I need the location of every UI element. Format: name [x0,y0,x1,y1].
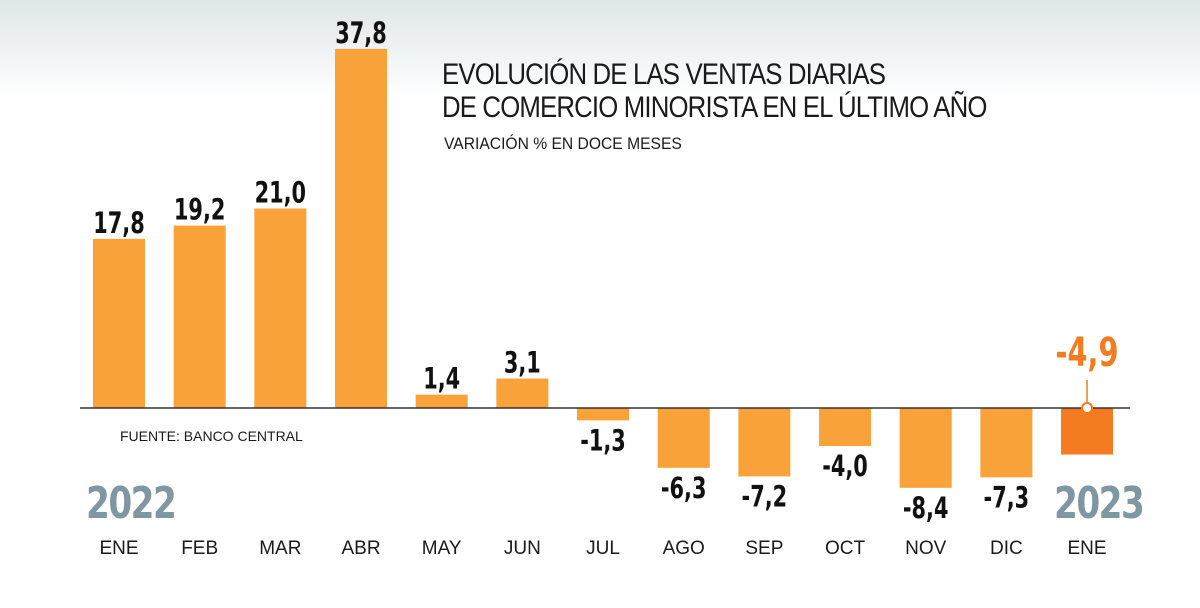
bar-10 [819,408,872,446]
data-label-11: -8,4 [903,491,949,524]
data-label-7: -1,3 [580,424,626,457]
data-label-1: 17,8 [93,207,144,240]
data-label-10: -4,0 [822,450,868,483]
data-label-6: 3,1 [504,346,541,379]
year-label-end: 2023 [1054,478,1145,529]
bar-5 [415,394,468,408]
x-tick-label-2: FEB [181,538,218,559]
bar-6 [496,378,549,408]
data-label-2: 19,2 [174,193,225,226]
x-tick-label-13: ENE [1068,538,1107,559]
highlight-marker [1081,402,1094,414]
data-label-8: -6,3 [661,471,707,504]
bar-7 [577,408,630,421]
data-label-5: 1,4 [423,362,460,395]
bar-3 [254,208,307,408]
x-tick-label-11: NOV [905,538,947,559]
chart-subtitle: VARIACIÓN % EN DOCE MESES [444,134,682,153]
bar-8 [657,408,710,468]
bar-4 [335,48,388,409]
bar-11 [899,408,952,488]
x-tick-label-3: MAR [259,538,301,559]
bar-13 [1061,408,1114,455]
x-tick-label-7: JUL [586,538,620,559]
year-label-start: 2022 [86,478,177,529]
x-tick-label-5: MAY [422,538,462,559]
x-tick-label-4: ABR [341,538,380,559]
data-label-3: 21,0 [255,176,306,209]
x-tick-label-10: OCT [825,538,866,559]
x-tick-label-6: JUN [504,538,541,559]
chart-title-line-2: DE COMERCIO MINORISTA EN EL ÚLTIMO AÑO [442,91,987,124]
data-label-4: 37,8 [335,17,386,50]
bar-1 [93,238,145,408]
data-label-13: -4,9 [1056,330,1119,376]
data-label-12: -7,3 [984,481,1030,514]
source-note: FUENTE: BANCO CENTRAL [120,428,303,444]
chart-title-line-1: EVOLUCIÓN DE LAS VENTAS DIARIAS [442,58,886,91]
x-tick-label-1: ENE [99,538,138,559]
chart-title: EVOLUCIÓN DE LAS VENTAS DIARIAS DE COMER… [442,58,1075,124]
bar-2 [173,225,226,408]
bar-9 [738,408,791,477]
data-label-9: -7,2 [742,480,788,513]
bar-12 [980,408,1033,478]
x-tick-label-9: SEP [745,538,783,559]
x-tick-label-12: DIC [990,538,1023,559]
x-tick-label-8: AGO [663,538,705,559]
